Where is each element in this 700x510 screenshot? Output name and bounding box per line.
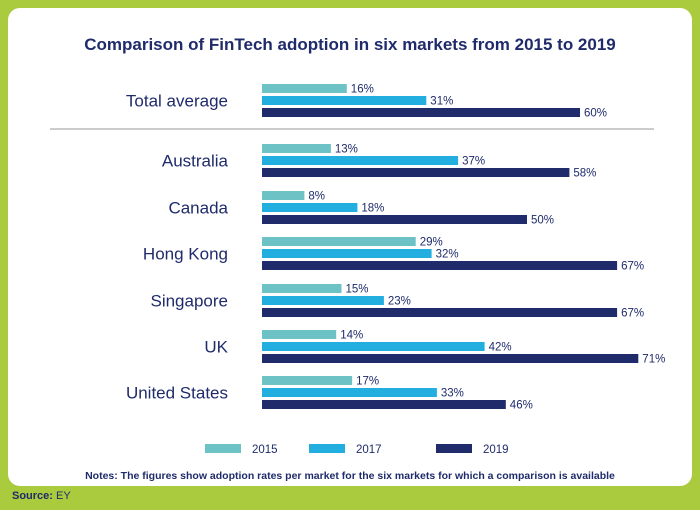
data-label-singapore-2015: 15%	[346, 284, 369, 296]
category-label-australia: Australia	[162, 152, 229, 171]
data-label-canada-2019: 50%	[531, 215, 554, 227]
data-label-australia-2015: 13%	[335, 144, 358, 156]
category-label-hong-kong: Hong Kong	[143, 245, 228, 264]
data-label-total-average-2017: 31%	[430, 96, 453, 108]
category-label-canada: Canada	[168, 199, 228, 218]
bar-uk-2017	[262, 342, 485, 351]
data-label-uk-2019: 71%	[642, 354, 665, 366]
category-label-singapore: Singapore	[150, 292, 228, 311]
source-label: Source:	[12, 490, 53, 502]
bar-total-average-2017	[262, 96, 427, 105]
bar-canada-2019	[262, 215, 527, 224]
bar-uk-2015	[262, 330, 337, 339]
data-label-united-states-2019: 46%	[510, 400, 533, 412]
bar-united-states-2017	[262, 388, 437, 397]
data-label-hong-kong-2015: 29%	[420, 237, 443, 249]
data-label-canada-2015: 8%	[308, 191, 325, 203]
chart-card: Comparison of FinTech adoption in six ma…	[8, 8, 692, 486]
bar-hong-kong-2017	[262, 249, 432, 258]
bar-singapore-2015	[262, 284, 342, 293]
bar-australia-2017	[262, 156, 459, 165]
data-label-singapore-2017: 23%	[388, 296, 411, 308]
chart: Comparison of FinTech adoption in six ma…	[50, 35, 665, 482]
data-label-uk-2017: 42%	[489, 342, 512, 354]
data-label-singapore-2019: 67%	[621, 308, 644, 320]
legend-swatch-2017	[309, 444, 345, 453]
bars-layer: Total average 16% 31% 60% Australia 13% 37% 58%…	[126, 84, 665, 412]
data-label-australia-2017: 37%	[462, 156, 485, 168]
bar-total-average-2019	[262, 108, 580, 117]
data-label-total-average-2015: 16%	[351, 84, 374, 96]
bar-united-states-2019	[262, 400, 506, 409]
category-label-united-states: United States	[126, 384, 228, 403]
bar-australia-2015	[262, 144, 331, 153]
data-label-hong-kong-2017: 32%	[436, 249, 459, 261]
source-value: EY	[56, 490, 71, 502]
legend-swatch-2019	[436, 444, 472, 453]
data-label-australia-2019: 58%	[573, 168, 596, 180]
bar-total-average-2015	[262, 84, 347, 93]
bar-singapore-2019	[262, 308, 618, 317]
bar-canada-2017	[262, 203, 358, 212]
data-label-hong-kong-2019: 67%	[621, 261, 644, 273]
data-label-total-average-2019: 60%	[584, 108, 607, 120]
category-label-total-average: Total average	[126, 92, 228, 111]
legend-label-2017: 2017	[356, 444, 382, 456]
bar-canada-2015	[262, 191, 305, 200]
category-label-uk: UK	[204, 338, 228, 357]
bar-hong-kong-2019	[262, 261, 618, 270]
bar-singapore-2017	[262, 296, 384, 305]
chart-note: Notes: The figures show adoption rates p…	[85, 470, 615, 482]
data-label-united-states-2017: 33%	[441, 388, 464, 400]
data-label-united-states-2015: 17%	[356, 376, 379, 388]
data-label-uk-2015: 14%	[340, 330, 363, 342]
source-line: Source: EY	[12, 490, 71, 502]
bar-australia-2019	[262, 168, 570, 177]
legend: 2015 2017 2019	[205, 444, 509, 456]
bar-united-states-2015	[262, 376, 353, 385]
bar-hong-kong-2015	[262, 237, 416, 246]
chart-title: Comparison of FinTech adoption in six ma…	[84, 35, 616, 54]
bar-uk-2019	[262, 354, 639, 363]
legend-swatch-2015	[205, 444, 241, 453]
legend-label-2015: 2015	[252, 444, 278, 456]
legend-label-2019: 2019	[483, 444, 509, 456]
data-label-canada-2017: 18%	[361, 203, 384, 215]
